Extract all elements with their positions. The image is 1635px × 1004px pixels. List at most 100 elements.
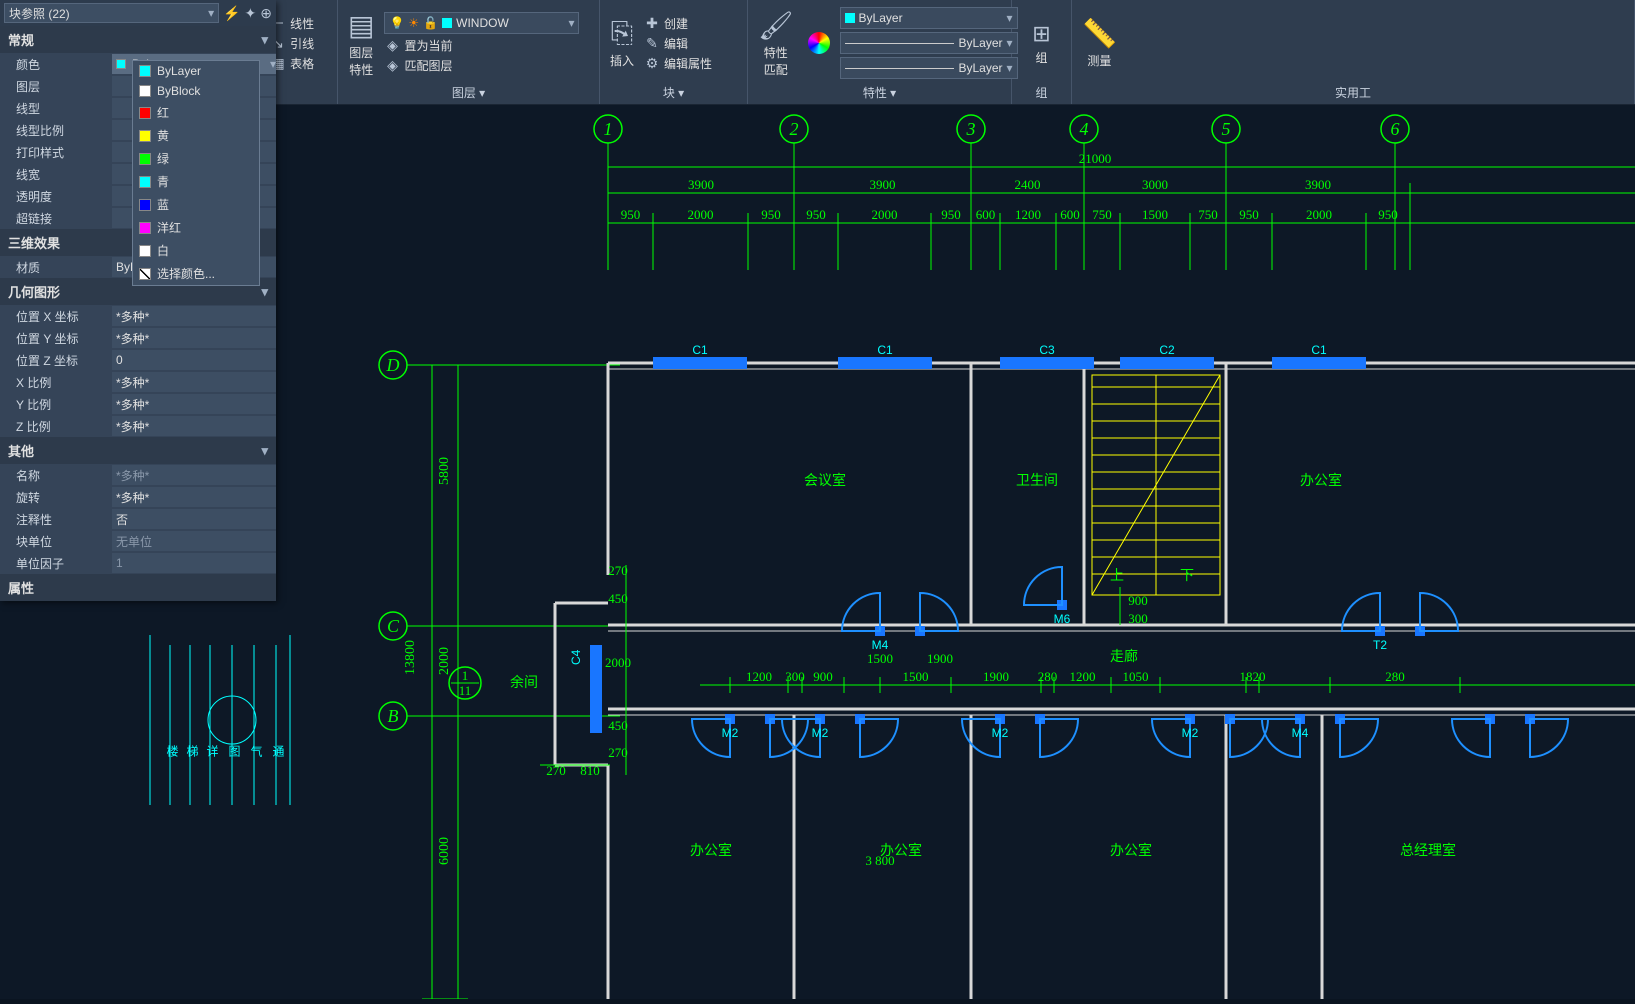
svg-text:13800: 13800	[403, 640, 418, 675]
svg-text:1500: 1500	[903, 669, 929, 684]
color-option[interactable]: 白	[133, 239, 259, 262]
create-block-button[interactable]: ✚创建	[644, 15, 712, 32]
edit-block-button[interactable]: ✎编辑	[644, 35, 712, 52]
svg-text:11: 11	[459, 683, 472, 698]
properties-header: 块参照 (22)▾ ⚡ ✦ ⊕	[0, 0, 276, 26]
table-button[interactable]: ▦表格	[270, 55, 314, 72]
color-option[interactable]: 黄	[133, 124, 259, 147]
prop-rotation-value[interactable]: *多种*	[112, 487, 276, 507]
prop-unitfactor-label: 单位因子	[0, 555, 112, 572]
svg-text:通: 通	[271, 745, 285, 757]
color-option[interactable]: ByBlock	[133, 81, 259, 101]
selection-combo[interactable]: 块参照 (22)▾	[4, 3, 219, 23]
svg-text:900: 900	[813, 669, 833, 684]
linear-button[interactable]: ⊢线性	[270, 15, 314, 32]
prop-material-label: 材质	[0, 259, 112, 276]
svg-text:M2: M2	[722, 726, 739, 740]
props-color-combo[interactable]: ByLayer▾	[840, 7, 1018, 29]
svg-text:950: 950	[761, 207, 781, 222]
svg-text:1: 1	[604, 119, 613, 139]
color-option[interactable]: 青	[133, 170, 259, 193]
color-option[interactable]: ByLayer	[133, 61, 259, 81]
prop-name-value[interactable]: *多种*	[112, 465, 276, 485]
svg-text:C2: C2	[1159, 343, 1175, 357]
layer-props-button[interactable]: ▤图层 特性	[344, 7, 378, 80]
prop-annotative-label: 注释性	[0, 511, 112, 528]
svg-text:办公室: 办公室	[1300, 472, 1342, 489]
panel-label-util: 实用工	[1078, 82, 1628, 104]
pick-add-icon[interactable]: ✦	[245, 5, 257, 22]
svg-text:280: 280	[1385, 669, 1405, 684]
ribbon-panel-util: 📏测量 实用工	[1072, 0, 1635, 104]
prop-posz-value[interactable]: 0	[112, 350, 276, 370]
section-other[interactable]: 其他▾	[0, 437, 276, 464]
prop-posx-value[interactable]: *多种*	[112, 306, 276, 326]
svg-text:2000: 2000	[688, 207, 714, 222]
svg-text:3: 3	[966, 119, 976, 139]
color-option[interactable]: 绿	[133, 147, 259, 170]
match-props-button[interactable]: 🖌特性 匹配	[754, 7, 798, 80]
color-option[interactable]: 红	[133, 101, 259, 124]
svg-text:5800: 5800	[437, 457, 452, 485]
color-option[interactable]: 洋红	[133, 216, 259, 239]
prop-posy-value[interactable]: *多种*	[112, 328, 276, 348]
prop-scalex-label: X 比例	[0, 374, 112, 391]
match-layer-button[interactable]: ◈匹配图层	[384, 57, 593, 74]
svg-text:450: 450	[608, 718, 628, 733]
ribbon-panel-group: ⊞组 组	[1012, 0, 1072, 104]
svg-text:办公室: 办公室	[690, 842, 732, 859]
prop-scalez-value[interactable]: *多种*	[112, 416, 276, 436]
section-attr[interactable]: 属性	[0, 574, 276, 601]
svg-text:3900: 3900	[1305, 177, 1331, 192]
svg-text:750: 750	[1092, 207, 1112, 222]
svg-text:总经理室: 总经理室	[1400, 842, 1456, 859]
layer-combo[interactable]: 💡☀🔓 WINDOW ▾	[384, 12, 579, 34]
svg-text:1: 1	[462, 668, 469, 683]
panel-label-block: 块 ▾	[606, 82, 741, 104]
svg-text:M2: M2	[992, 726, 1009, 740]
quick-select-icon[interactable]: ⚡	[223, 5, 240, 22]
svg-text:M6: M6	[1054, 612, 1071, 626]
leader-button[interactable]: ↘引线	[270, 35, 314, 52]
svg-text:5: 5	[1222, 119, 1231, 139]
prop-scalex-value[interactable]: *多种*	[112, 372, 276, 392]
svg-text:C4: C4	[569, 649, 583, 665]
color-option[interactable]: 蓝	[133, 193, 259, 216]
svg-text:会议室: 会议室	[804, 472, 846, 489]
prop-transparency-label: 透明度	[0, 188, 112, 205]
props-lw-combo[interactable]: ByLayer▾	[840, 32, 1018, 54]
prop-posy-label: 位置 Y 坐标	[0, 330, 112, 347]
toggle-pickadd-icon[interactable]: ⊕	[260, 5, 272, 22]
prop-layer-label: 图层	[0, 78, 112, 95]
svg-text:M4: M4	[872, 638, 889, 652]
svg-text:900: 900	[1128, 593, 1148, 608]
prop-linetype-label: 线型	[0, 100, 112, 117]
svg-text:D: D	[386, 355, 400, 375]
svg-text:1200: 1200	[1015, 207, 1041, 222]
svg-text:300: 300	[785, 669, 805, 684]
svg-text:2000: 2000	[437, 647, 452, 675]
prop-scaley-value[interactable]: *多种*	[112, 394, 276, 414]
prop-name-label: 名称	[0, 467, 112, 484]
color-wheel-icon[interactable]	[804, 30, 834, 56]
color-option[interactable]: 选择颜色...	[133, 262, 259, 285]
insert-button[interactable]: ⎘插入	[606, 15, 638, 71]
svg-text:1500: 1500	[1142, 207, 1168, 222]
prop-blockunit-value[interactable]: 无单位	[112, 531, 276, 551]
svg-text:图: 图	[227, 745, 241, 757]
group-button[interactable]: ⊞组	[1028, 19, 1054, 68]
prop-unitfactor-value[interactable]: 1	[112, 553, 276, 573]
svg-text:2400: 2400	[1015, 177, 1041, 192]
set-current-button[interactable]: ◈置为当前	[384, 37, 593, 54]
prop-annotative-value[interactable]: 否	[112, 509, 276, 529]
edit-attr-button[interactable]: ⚙编辑属性	[644, 55, 712, 72]
svg-text:4: 4	[1080, 119, 1089, 139]
section-general[interactable]: 常规▾	[0, 26, 276, 53]
measure-button[interactable]: 📏测量	[1078, 15, 1121, 71]
prop-posx-label: 位置 X 坐标	[0, 308, 112, 325]
props-lt-combo[interactable]: ByLayer▾	[840, 57, 1018, 79]
svg-text:750: 750	[1198, 207, 1218, 222]
prop-plotstyle-label: 打印样式	[0, 144, 112, 161]
svg-text:950: 950	[1239, 207, 1259, 222]
svg-text:270: 270	[608, 745, 628, 760]
